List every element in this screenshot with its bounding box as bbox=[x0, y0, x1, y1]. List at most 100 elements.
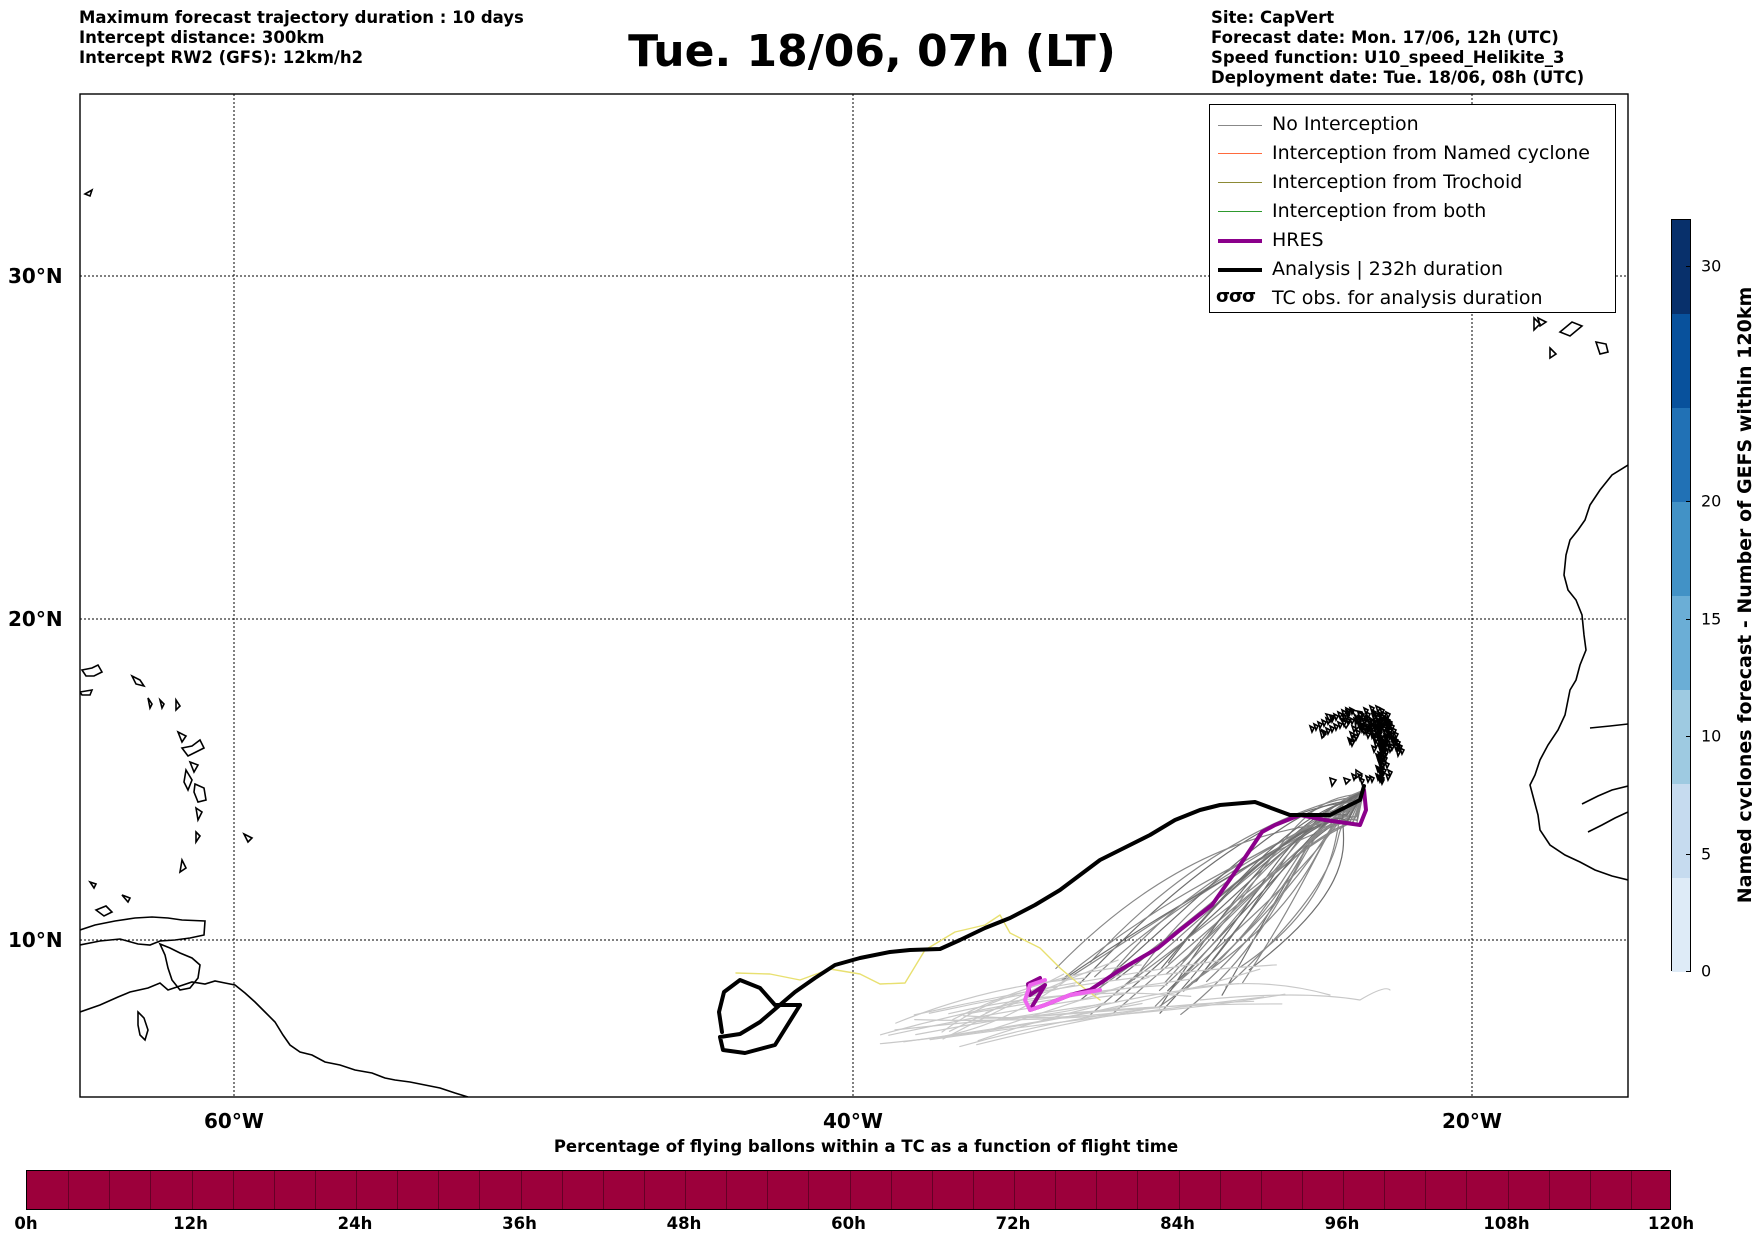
trajectory-no-interception bbox=[1180, 789, 1365, 1016]
colorbar-tick-label: 30 bbox=[1701, 256, 1722, 276]
colorbar-division bbox=[1589, 1171, 1591, 1209]
header-left-line: Maximum forecast trajectory duration : 1… bbox=[79, 8, 524, 27]
legend-swatch bbox=[1218, 268, 1262, 272]
colorbar-division bbox=[931, 1171, 933, 1209]
trajectory-no-interception bbox=[903, 1002, 1143, 1043]
colorbar-segment bbox=[1672, 784, 1690, 878]
legend-label: Interception from Named cyclone bbox=[1272, 142, 1590, 164]
colorbar-division bbox=[1630, 1171, 1632, 1209]
header-left-line: Intercept RW2 (GFS): 12km/h2 bbox=[79, 48, 364, 67]
colorbar-division bbox=[849, 1171, 851, 1209]
colorbar-division bbox=[1096, 1171, 1098, 1209]
flight-time-colorbar bbox=[26, 1170, 1671, 1210]
trajectory-no-interception bbox=[1079, 789, 1365, 1001]
colorbar-division bbox=[479, 1171, 481, 1209]
colorbar-division bbox=[726, 1171, 728, 1209]
legend-label: HRES bbox=[1272, 229, 1324, 251]
colorbar-tick bbox=[1686, 501, 1691, 502]
trajectory-hres-tail bbox=[1023, 978, 1102, 1012]
trajectory-no-interception bbox=[1179, 983, 1331, 996]
legend-swatch bbox=[1218, 239, 1262, 243]
page-title: Tue. 18/06, 07h (LT) bbox=[628, 26, 1116, 77]
legend-item: Analysis | 232h duration bbox=[1210, 256, 1615, 285]
colorbar-division bbox=[1014, 1171, 1015, 1209]
legend-label: No Interception bbox=[1272, 113, 1419, 135]
colorbar-division bbox=[1055, 1171, 1057, 1209]
trajectory-no-interception bbox=[977, 982, 1240, 1042]
colorbar-segment bbox=[1672, 314, 1690, 408]
legend-item: No Interception bbox=[1210, 111, 1615, 140]
colorbar-tick-label: 120h bbox=[1647, 1214, 1695, 1233]
legend-swatch bbox=[1218, 211, 1262, 213]
map-border bbox=[79, 93, 1629, 1098]
trajectory-no-interception bbox=[895, 977, 1086, 1024]
header-left-line: Intercept distance: 300km bbox=[79, 28, 325, 47]
trajectory-no-interception bbox=[952, 964, 1142, 1021]
legend-label: Interception from Trochoid bbox=[1272, 171, 1523, 193]
colorbar-tick-label: 10 bbox=[1701, 726, 1722, 746]
cyclone-count-colorbar bbox=[1671, 219, 1691, 972]
flight-time-colorbar-title: Percentage of flying ballons within a TC… bbox=[553, 1137, 1179, 1156]
trajectory-no-interception bbox=[1009, 1003, 1283, 1020]
trajectory-no-interception bbox=[962, 1011, 1123, 1019]
legend-item: Interception from both bbox=[1210, 198, 1615, 227]
trajectory-no-interception bbox=[1115, 789, 1365, 993]
lat-label-30n: 30°N bbox=[8, 264, 63, 288]
header-right-line: Forecast date: Mon. 17/06, 12h (UTC) bbox=[1211, 28, 1559, 47]
legend-swatch bbox=[1218, 124, 1262, 126]
graticule bbox=[80, 94, 1628, 1097]
colorbar-division bbox=[685, 1171, 686, 1209]
colorbar-division bbox=[1425, 1171, 1427, 1209]
colorbar-division bbox=[1507, 1171, 1509, 1209]
colorbar-division bbox=[767, 1171, 769, 1209]
trajectory-no-interception bbox=[976, 1002, 1105, 1019]
lat-label-20n: 20°N bbox=[8, 607, 63, 631]
colorbar-division bbox=[643, 1171, 645, 1209]
colorbar-division bbox=[520, 1171, 522, 1209]
colorbar-division bbox=[602, 1171, 604, 1209]
colorbar-tick bbox=[1686, 266, 1691, 267]
header-left-info: Maximum forecast trajectory duration : 1… bbox=[79, 8, 524, 68]
colorbar-tick-label: 72h bbox=[995, 1214, 1031, 1233]
colorbar-tick-label: 20 bbox=[1701, 491, 1722, 511]
colorbar-division bbox=[191, 1171, 193, 1209]
colorbar-segment bbox=[1672, 878, 1690, 972]
colorbar-segment bbox=[1672, 502, 1690, 596]
colorbar-division bbox=[68, 1171, 70, 1209]
legend-label: Interception from both bbox=[1272, 200, 1487, 222]
colorbar-division bbox=[972, 1171, 974, 1209]
colorbar-division bbox=[356, 1171, 357, 1209]
colorbar-division bbox=[1466, 1171, 1468, 1209]
trajectory-no-interception bbox=[1061, 789, 1365, 980]
colorbar-tick bbox=[1686, 971, 1691, 972]
legend-item: HRES bbox=[1210, 227, 1615, 256]
colorbar-tick bbox=[1686, 736, 1691, 737]
colorbar-tick-label: 12h bbox=[173, 1214, 208, 1233]
colorbar-division bbox=[1301, 1171, 1303, 1209]
colorbar-tick-label: 108h bbox=[1483, 1214, 1530, 1233]
colorbar-division bbox=[1137, 1171, 1139, 1209]
colorbar-tick-label: 48h bbox=[666, 1214, 702, 1233]
trajectory-no-interception bbox=[1158, 789, 1365, 992]
colorbar-tick-label: 0 bbox=[1701, 961, 1712, 981]
lat-label-10n: 10°N bbox=[8, 928, 63, 952]
trajectory-hres bbox=[1026, 788, 1368, 1012]
colorbar-division bbox=[1260, 1171, 1262, 1209]
colorbar-division bbox=[273, 1171, 275, 1209]
colorbar-division bbox=[314, 1171, 316, 1209]
legend-item: Interception from Named cyclone bbox=[1210, 140, 1615, 169]
colorbar-tick-label: 84h bbox=[1160, 1214, 1195, 1233]
colorbar-division bbox=[1548, 1171, 1550, 1209]
trajectory-no-interception bbox=[1176, 789, 1365, 984]
trajectory-no-interception bbox=[993, 976, 1150, 1029]
trajectory-no-interception bbox=[888, 993, 1125, 1036]
lon-label-40w: 40°W bbox=[823, 1109, 883, 1133]
legend-label: TC obs. for analysis duration bbox=[1272, 287, 1543, 309]
colorbar-division bbox=[1178, 1171, 1180, 1209]
colorbar-division bbox=[397, 1171, 399, 1209]
colorbar-division bbox=[1219, 1171, 1221, 1209]
tc-symbol-icon: σσσ bbox=[1216, 286, 1256, 307]
trajectory-yellow bbox=[735, 914, 1101, 1001]
colorbar-tick bbox=[1686, 853, 1691, 855]
colorbar-segment bbox=[1672, 408, 1690, 502]
